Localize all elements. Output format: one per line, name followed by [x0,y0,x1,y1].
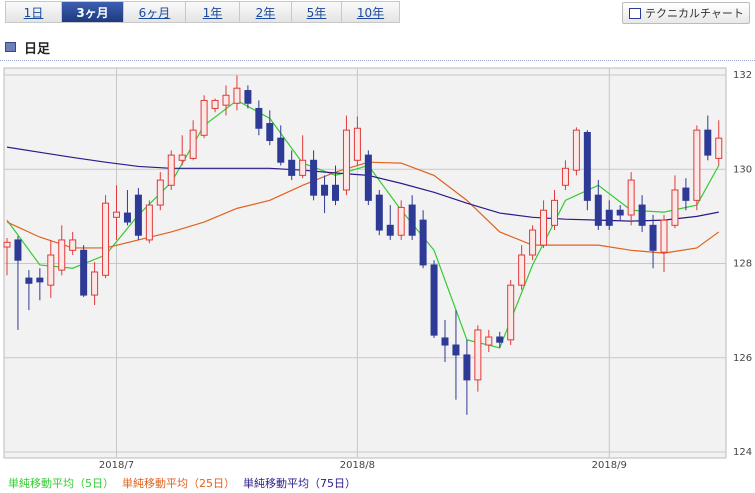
candle-body [419,219,427,266]
section-title: 日足 [24,42,51,57]
section-header: 日足 [5,38,50,57]
candle-body [430,264,438,336]
candle-body [299,159,307,176]
legend-entry: 単純移動平均（25日） [122,476,235,490]
candle-body [288,159,296,176]
candle-body [14,239,22,261]
candle-body [386,224,394,236]
period-tabs: 1日 3ヶ月 6ヶ月 1年 2年 5年 10年 [5,1,400,23]
technical-chart-button[interactable]: テクニカルチャート [622,2,750,24]
candle-body [91,271,99,296]
candle-body [266,123,274,142]
candle-body [605,209,613,226]
candle-body [277,137,285,163]
candle-body [310,159,318,196]
candle-body [80,249,88,296]
x-tick-label: 2018/7 [99,460,134,471]
candle-body [474,329,482,381]
candle-body [463,354,471,381]
candle-body [594,194,602,226]
icon [629,8,641,19]
candle-body [682,187,690,201]
candle-body [134,194,142,236]
period-tab[interactable]: 2年 [240,1,292,23]
candle-body [583,131,591,201]
candle-body [485,336,493,346]
candle-body [25,277,33,284]
candle-body [36,277,44,283]
candle-body [58,239,66,271]
candle-body [507,284,515,341]
period-tab[interactable]: 1日 [5,1,62,23]
candle-body [123,212,131,223]
candle-body [715,137,723,159]
period-tab[interactable]: 6ヶ月 [124,1,186,23]
candle-body [3,241,11,248]
candle-body [211,99,219,109]
candle-body [551,199,558,226]
candle-body [353,127,361,161]
period-tab[interactable]: 3ヶ月 [62,1,124,23]
candle-body [704,129,712,156]
candle-body [529,229,537,256]
candle-body [200,99,208,136]
candle-body [233,87,241,104]
candle-body [561,167,569,186]
candle-body [693,129,701,201]
candle-body [649,224,657,251]
candle-body [496,336,504,343]
button-label[interactable]: テクニカルチャート [645,7,744,20]
x-tick-label: 2018/8 [340,460,375,471]
candle-body [342,129,350,191]
divider [0,60,755,61]
candle-body [364,154,372,201]
y-tick-label: 130 [733,164,752,175]
candle-body [222,94,230,106]
candle-body [102,202,110,276]
y-tick-label: 128 [733,259,752,270]
candle-body [408,204,416,236]
y-tick-label: 124 [733,447,752,458]
candle-body [452,344,460,356]
candle-body [518,254,526,286]
candle-body [660,219,668,253]
candle-body [47,254,55,286]
candle-body [167,154,175,186]
x-tick-label: 2018/9 [592,460,627,471]
candle-body [616,209,624,216]
candle-body [441,337,449,346]
candle-body [113,211,120,218]
period-tab[interactable]: 5年 [292,1,342,23]
candle-body [321,184,329,196]
candle-body [540,209,548,246]
candle-body [244,90,252,104]
candle-body [671,189,679,226]
candle-body [375,194,383,231]
candle-body [332,184,339,201]
candle-body [397,206,405,236]
legend-entry: 単純移動平均（75日） [243,476,356,490]
candle-body [627,179,635,216]
candle-body [572,129,580,171]
candle-body [638,204,646,226]
icon [5,42,16,52]
y-tick-label: 126 [733,353,752,364]
legend-entry: 単純移動平均（5日） [8,476,114,490]
y-tick-label: 132 [733,70,752,81]
candle-body [255,107,263,129]
period-tab[interactable]: 10年 [342,1,400,23]
candle-body [145,204,153,241]
period-tab[interactable]: 1年 [186,1,240,23]
candle-body [69,239,77,251]
candle-body [178,154,186,161]
candle-body [189,129,197,159]
candle-body [156,179,164,206]
